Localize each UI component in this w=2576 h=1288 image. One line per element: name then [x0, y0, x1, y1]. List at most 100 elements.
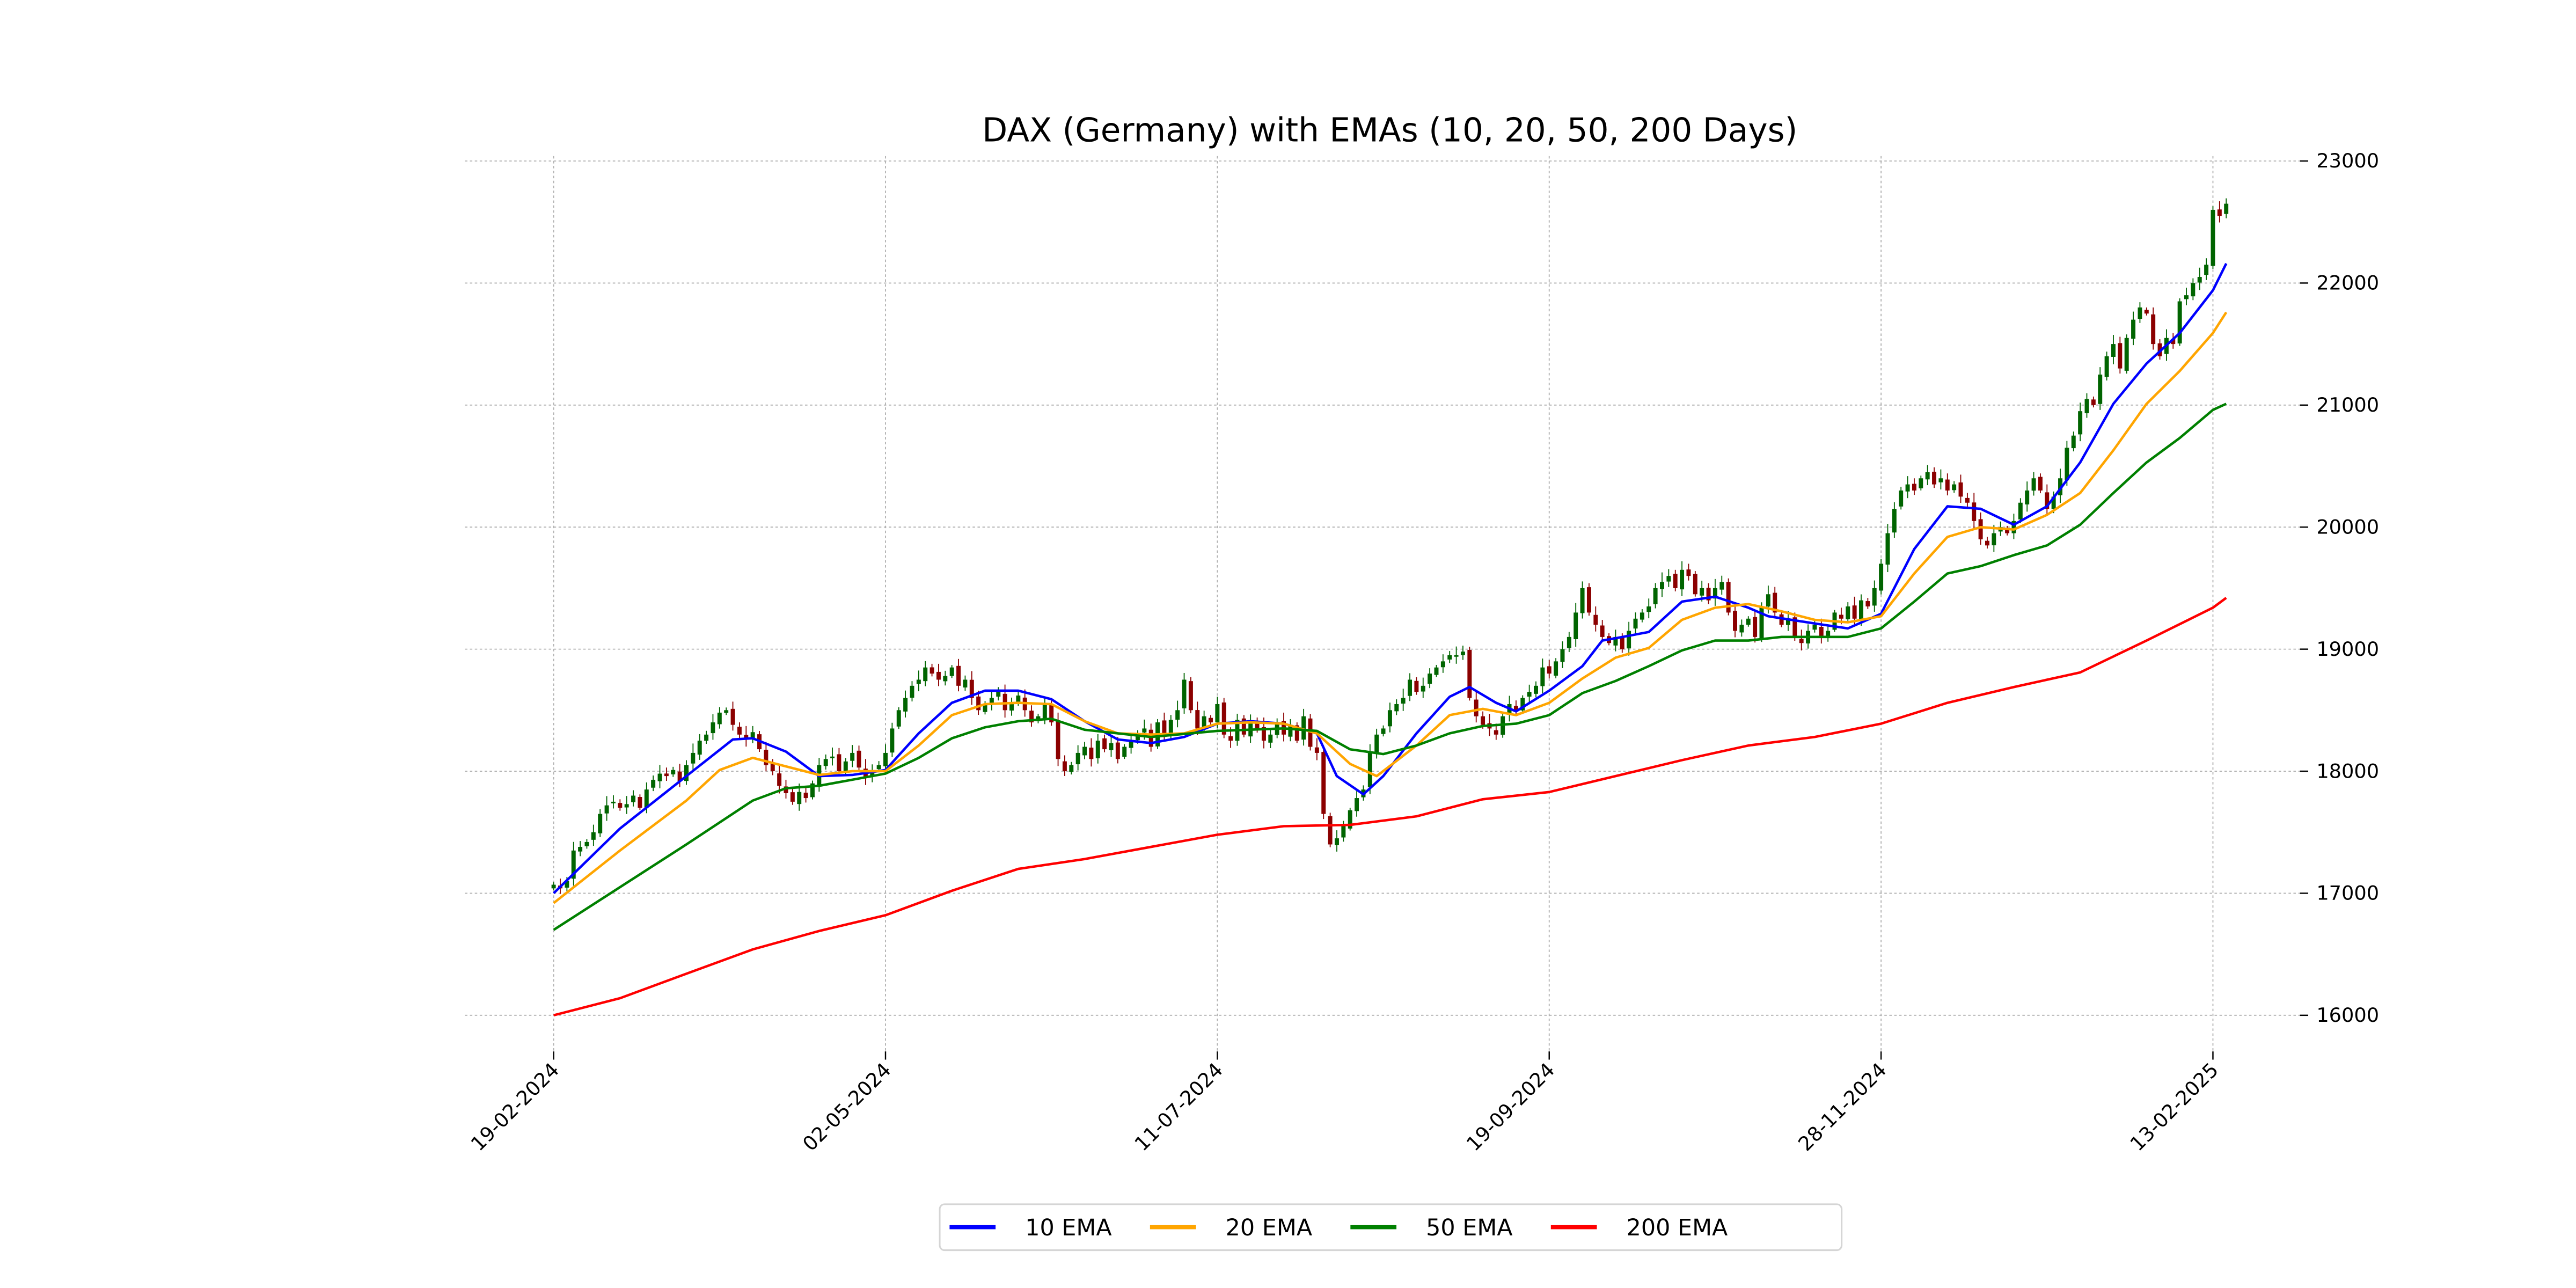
candle	[1474, 692, 1479, 723]
candle-body	[1706, 588, 1711, 601]
y-tick-label: 19000	[2316, 638, 2379, 661]
candle-body	[638, 797, 642, 808]
candle-body	[2098, 374, 2103, 404]
candle-body	[1069, 765, 1074, 772]
candle	[2078, 402, 2083, 442]
candle	[1872, 580, 1877, 612]
candle-body	[1414, 680, 1419, 692]
candle-body	[1992, 533, 1996, 546]
candle	[1115, 737, 1120, 764]
candle-body	[1686, 569, 1691, 576]
x-axis: 19-02-2024 02-05-2024 11-07-2024 19-09-2024…	[466, 1051, 2223, 1155]
candle-body	[1321, 752, 1326, 814]
candle	[1209, 715, 1213, 725]
candle	[1454, 646, 1459, 664]
candle-body	[598, 814, 603, 833]
candle-body	[810, 783, 815, 797]
candle-body	[657, 773, 662, 781]
candle	[2151, 307, 2156, 350]
candle-body	[2118, 343, 2123, 369]
candle-body	[1294, 725, 1299, 741]
candle	[1075, 745, 1080, 771]
candle	[1819, 618, 1824, 644]
candle-body	[969, 679, 974, 698]
candle-body	[1115, 742, 1120, 759]
candle	[2011, 514, 2016, 539]
candle-body	[744, 735, 749, 740]
candle-body	[764, 750, 769, 765]
candle-body	[2104, 356, 2109, 377]
candle	[1660, 572, 1664, 597]
candle	[1494, 723, 1498, 740]
candle-body	[644, 789, 649, 808]
candle-body	[2025, 490, 2030, 504]
candle	[1527, 684, 1532, 702]
candle	[1520, 695, 1525, 713]
candle-body	[770, 764, 775, 772]
candle	[1182, 672, 1187, 714]
candle	[1401, 689, 1406, 711]
candle	[1175, 700, 1180, 728]
y-axis: 16000 17000 18000 19000 20000 21000 22000 23000	[2300, 149, 2379, 1027]
candle-body	[1574, 612, 1578, 639]
candle-body	[1122, 747, 1127, 757]
candle-body	[1016, 696, 1021, 703]
candle	[1759, 602, 1764, 642]
candle	[1799, 630, 1804, 651]
candle-body	[2224, 203, 2229, 214]
candle	[2124, 334, 2129, 374]
candle	[896, 707, 901, 729]
candle	[684, 760, 689, 785]
candle-body	[1693, 574, 1697, 595]
candle-body	[1428, 674, 1432, 684]
candle	[790, 788, 795, 805]
candle-body	[1580, 588, 1585, 613]
candle	[1288, 719, 1293, 742]
candle-body	[697, 741, 702, 755]
candle-body	[631, 795, 636, 802]
candle-body	[923, 667, 928, 682]
candle	[631, 790, 636, 807]
candle	[956, 658, 961, 692]
candle	[711, 714, 715, 740]
candle	[1089, 738, 1094, 767]
candle-body	[976, 696, 981, 711]
candle-body	[963, 679, 968, 688]
candle	[777, 764, 782, 794]
candle	[664, 767, 669, 781]
candle	[1188, 677, 1193, 714]
candle-body	[1440, 661, 1445, 668]
candle	[1440, 654, 1445, 673]
candle-body	[1819, 627, 1824, 637]
grid	[465, 156, 2300, 1052]
candle	[890, 722, 895, 757]
candle-body	[1221, 702, 1226, 735]
candle-body	[784, 786, 788, 793]
candle	[2217, 201, 2222, 223]
candle	[1069, 762, 1074, 775]
candle	[903, 690, 908, 718]
candle-body	[1719, 582, 1724, 590]
candle	[724, 707, 729, 715]
candle	[591, 824, 596, 846]
candle-body	[691, 752, 696, 764]
candle	[1613, 630, 1618, 652]
candle	[1746, 616, 1751, 627]
candle	[1945, 473, 1950, 496]
candle	[810, 780, 815, 800]
candle-body	[1865, 601, 1870, 607]
candle-body	[677, 771, 682, 781]
candle-body	[1885, 533, 1890, 565]
candle	[1733, 603, 1737, 638]
candle	[1560, 641, 1565, 668]
candle-body	[1314, 747, 1319, 753]
candle-body	[2177, 301, 2182, 343]
candle-body	[1202, 716, 1206, 727]
candle-body	[797, 792, 802, 804]
candle	[1547, 660, 1552, 679]
candle	[1885, 524, 1890, 573]
candle	[2025, 481, 2030, 512]
candle-body	[1766, 594, 1770, 607]
candle-body	[1387, 710, 1392, 727]
candle-body	[956, 665, 961, 686]
